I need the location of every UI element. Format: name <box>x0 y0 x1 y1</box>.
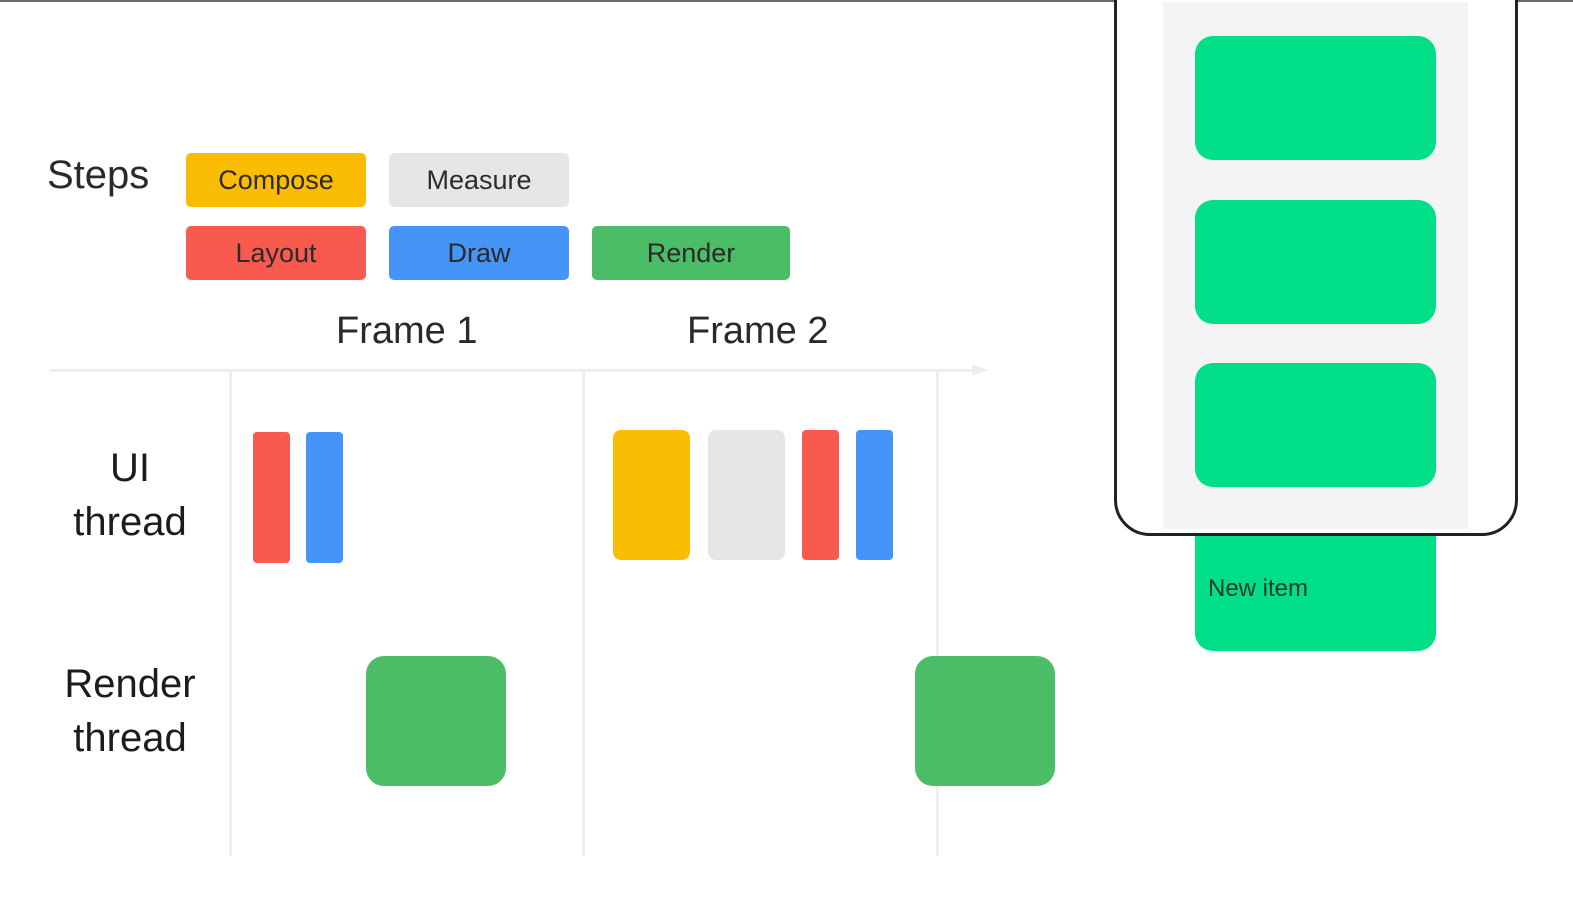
new-item-card <box>1195 527 1436 651</box>
timeline-arrow-icon <box>972 364 988 376</box>
draw-chip: Draw <box>389 226 569 280</box>
layout-chip: Layout <box>186 226 366 280</box>
top-border <box>0 0 1573 2</box>
frame2-layout-block <box>802 430 839 560</box>
ui-thread-label: UI thread <box>35 441 225 549</box>
measure-chip-label: Measure <box>426 164 532 195</box>
frame2-draw-block <box>856 430 893 560</box>
ui-thread-label-line2: thread <box>73 500 187 544</box>
compose-chip: Compose <box>186 153 366 207</box>
compose-chip-label: Compose <box>218 164 334 195</box>
timeline-axis <box>50 369 975 372</box>
frame2-measure-block <box>708 430 785 560</box>
frame1-draw-block <box>306 432 343 563</box>
render-thread-label-line2: thread <box>73 716 187 760</box>
ui-thread-label-line1: UI <box>110 446 150 490</box>
render-thread-label: Render thread <box>35 657 225 765</box>
frame-2-label: Frame 2 <box>687 310 829 352</box>
frame-divider-3 <box>936 372 939 856</box>
measure-chip: Measure <box>389 153 569 207</box>
frame-divider-1 <box>229 372 232 856</box>
draw-chip-label: Draw <box>447 237 511 268</box>
list-item <box>1195 363 1436 487</box>
new-item-label: New item <box>1208 575 1309 602</box>
frame-1-label: Frame 1 <box>336 310 478 352</box>
steps-title: Steps <box>47 153 150 197</box>
list-item <box>1195 36 1436 160</box>
frame1-render-block <box>366 656 506 786</box>
render-thread-label-line1: Render <box>64 662 196 706</box>
render-chip-label: Render <box>646 237 736 268</box>
frame2-render-block <box>915 656 1055 786</box>
render-chip: Render <box>592 226 790 280</box>
frame-divider-2 <box>582 372 585 856</box>
list-item <box>1195 200 1436 324</box>
layout-chip-label: Layout <box>235 237 317 268</box>
frame2-compose-block <box>613 430 690 560</box>
frame1-layout-block <box>253 432 290 563</box>
